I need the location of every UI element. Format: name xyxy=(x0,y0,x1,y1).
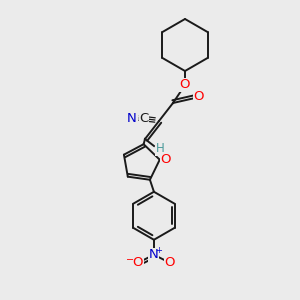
Text: N: N xyxy=(149,248,159,261)
Text: O: O xyxy=(194,91,204,103)
Text: −: − xyxy=(126,255,134,265)
Text: +: + xyxy=(155,246,162,255)
Text: N: N xyxy=(127,112,137,124)
Text: O: O xyxy=(133,256,143,269)
Text: O: O xyxy=(160,153,171,166)
Text: O: O xyxy=(180,79,190,92)
Text: H: H xyxy=(156,142,164,155)
Text: C: C xyxy=(140,112,148,124)
Text: O: O xyxy=(165,256,175,269)
